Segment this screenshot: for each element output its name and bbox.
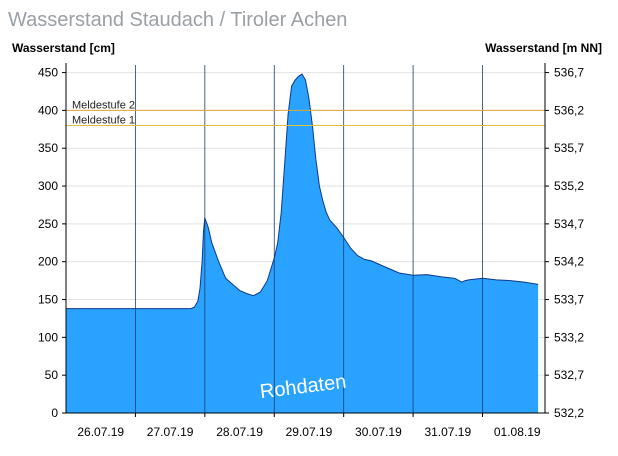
y-tick-label-right: 536,7 bbox=[554, 66, 584, 80]
y-tick-label-right: 534,7 bbox=[554, 217, 584, 231]
y-tick-label-left: 200 bbox=[38, 255, 58, 269]
y-tick-label-right: 532,7 bbox=[554, 368, 584, 382]
x-tick-label: 01.08.19 bbox=[494, 425, 541, 439]
x-tick-label: 29.07.19 bbox=[286, 425, 333, 439]
threshold-label: Meldestufe 1 bbox=[72, 115, 135, 127]
y-tick-label-right: 532,2 bbox=[554, 406, 584, 420]
y-tick-label-left: 100 bbox=[38, 330, 58, 344]
y-axis-right-title: Wasserstand [m NN] bbox=[485, 41, 602, 55]
y-tick-label-left: 400 bbox=[38, 103, 58, 117]
y-tick-label-right: 535,2 bbox=[554, 179, 584, 193]
water-level-area bbox=[66, 74, 539, 413]
y-tick-label-left: 300 bbox=[38, 179, 58, 193]
threshold-label: Meldestufe 2 bbox=[72, 99, 135, 111]
y-tick-label-left: 150 bbox=[38, 293, 58, 307]
y-tick-label-left: 350 bbox=[38, 141, 58, 155]
chart-title: Wasserstand Staudach / Tiroler Achen bbox=[8, 9, 348, 31]
y-tick-label-left: 0 bbox=[51, 406, 58, 420]
x-tick-label: 30.07.19 bbox=[355, 425, 402, 439]
y-tick-label-right: 535,7 bbox=[554, 141, 584, 155]
y-tick-label-left: 450 bbox=[38, 66, 58, 80]
y-tick-label-left: 50 bbox=[45, 368, 59, 382]
y-tick-label-right: 536,2 bbox=[554, 103, 584, 117]
x-tick-label: 28.07.19 bbox=[216, 425, 263, 439]
y-tick-label-right: 533,7 bbox=[554, 293, 584, 307]
y-axis-left-title: Wasserstand [cm] bbox=[12, 41, 115, 55]
y-tick-label-right: 533,2 bbox=[554, 330, 584, 344]
water-level-line bbox=[66, 73, 539, 310]
y-tick-label-left: 250 bbox=[38, 217, 58, 231]
x-tick-label: 26.07.19 bbox=[77, 425, 124, 439]
y-tick-label-right: 534,2 bbox=[554, 255, 584, 269]
x-tick-label: 27.07.19 bbox=[147, 425, 194, 439]
x-tick-label: 31.07.19 bbox=[424, 425, 471, 439]
